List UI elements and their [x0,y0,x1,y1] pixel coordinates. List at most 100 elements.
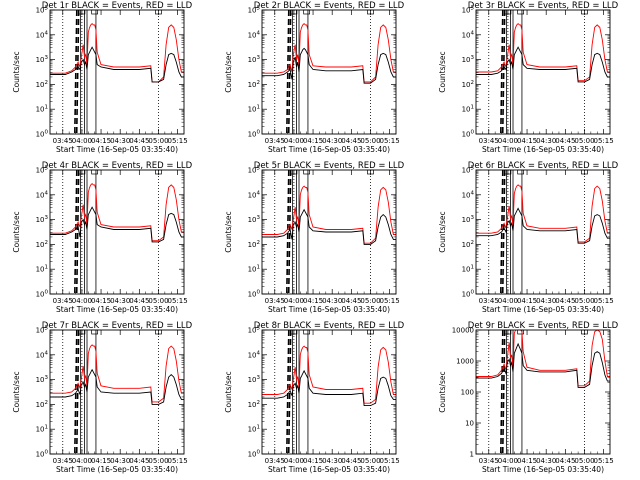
x-tick-label: 05:15 [168,297,188,305]
panel-title: Det 5r BLACK = Events, RED = LLD [254,161,405,171]
x-tick-label: 04:15 [517,137,537,145]
y-tick-label: 101 [36,425,48,434]
dashed-marker-line [74,169,78,295]
y-tick-label: 102 [36,240,48,249]
x-tick-label: 05:15 [594,297,614,305]
plot-frame [261,169,397,295]
plot-frame [475,169,611,295]
y-tick-label: 104 [248,350,261,359]
y-tick-label: 104 [36,350,49,359]
y-tick-label: 103 [36,55,49,64]
lld-series-line [50,182,184,242]
x-tick-label: 04:15 [91,457,111,465]
x-axis-label: Start Time (16-Sep-05 03:35:40) [268,305,390,314]
plot-frame [49,329,185,455]
y-tick-label: 102 [462,240,474,249]
y-tick-label: 105 [36,326,49,335]
x-tick-label: 04:30 [110,297,130,305]
x-tick-label: 05:15 [380,457,400,465]
y-tick-label: 102 [36,400,48,409]
x-tick-label: 04:00 [284,297,304,305]
x-tick-label: 04:30 [536,297,556,305]
dashed-marker-line [75,329,80,455]
y-tick-label: 101 [248,425,260,434]
x-tick-label: 03:45 [479,297,499,305]
y-tick-label: 1 [470,451,474,459]
x-axis-label: Start Time (16-Sep-05 03:35:40) [482,145,604,154]
events-series-line [50,46,184,83]
events-series-line [476,207,610,244]
y-axis-label: Counts/sec [224,51,233,92]
y-tick-label: 101 [462,265,474,274]
x-tick-label: 04:45 [129,457,149,465]
y-tick-label: 103 [462,215,475,224]
lld-series-line [476,330,610,387]
plot-frame [261,329,397,455]
events-series-line [262,369,396,407]
plot-frame [261,9,397,135]
x-axis-label: Start Time (16-Sep-05 03:35:40) [268,465,390,474]
lld-series-line [262,345,396,404]
x-axis-label: Start Time (16-Sep-05 03:35:40) [56,305,178,314]
y-tick-label: 103 [462,55,475,64]
plot-frame [475,9,611,135]
y-tick-label: 10 [465,420,474,428]
y-axis-label: Counts/sec [438,371,447,412]
x-tick-label: 04:30 [536,137,556,145]
y-tick-label: 102 [462,80,474,89]
x-tick-label: 05:00 [148,457,168,465]
panel-title: Det 1r BLACK = Events, RED = LLD [42,1,193,11]
dashed-marker-line [501,329,506,455]
detector-panel: Det 5r BLACK = Events, RED = LLD 100 101 10… [224,161,405,314]
detector-panel: Det 2r BLACK = Events, RED = LLD 100 101 10… [224,1,405,154]
detector-panel: Det 4r BLACK = Events, RED = LLD 100 101 10… [12,161,193,314]
detector-panel: Det 7r BLACK = Events, RED = LLD 100 101 10… [12,321,193,474]
x-tick-label: 03:45 [53,137,73,145]
y-tick-label: 101 [36,265,48,274]
x-tick-label: 05:00 [360,457,380,465]
x-axis-label: Start Time (16-Sep-05 03:35:40) [482,465,604,474]
dashed-marker-line [501,169,506,295]
x-tick-label: 04:30 [322,137,342,145]
dashed-marker-line [500,329,504,455]
x-tick-label: 03:45 [479,457,499,465]
x-tick-label: 05:15 [168,137,188,145]
x-tick-label: 05:00 [574,297,594,305]
x-tick-label: 04:00 [72,137,92,145]
lld-series-line [262,22,396,83]
dashed-marker-line [500,169,504,295]
panel-title: Det 7r BLACK = Events, RED = LLD [42,321,193,331]
dashed-marker-line [286,169,290,295]
x-tick-label: 05:15 [380,297,400,305]
x-tick-label: 04:15 [303,457,323,465]
y-tick-label: 105 [36,6,49,15]
panel-title: Det 3r BLACK = Events, RED = LLD [468,1,619,11]
y-tick-label: 103 [248,375,261,384]
x-axis-label: Start Time (16-Sep-05 03:35:40) [482,305,604,314]
y-tick-label: 103 [36,215,49,224]
y-tick-label: 100 [36,130,49,139]
y-axis-label: Counts/sec [438,51,447,92]
y-tick-label: 1000 [456,358,474,366]
y-axis-label: Counts/sec [12,371,21,412]
y-tick-label: 105 [248,326,261,335]
x-tick-label: 04:00 [72,297,92,305]
x-tick-label: 03:45 [479,137,499,145]
panel-title: Det 8r BLACK = Events, RED = LLD [254,321,405,331]
x-tick-label: 04:15 [91,137,111,145]
events-series-line [50,368,184,405]
x-tick-label: 04:30 [322,457,342,465]
panel-title: Det 6r BLACK = Events, RED = LLD [468,161,619,171]
lld-series-line [50,344,184,403]
x-tick-label: 04:15 [303,137,323,145]
x-tick-label: 05:00 [360,137,380,145]
lld-series-line [476,22,610,82]
y-tick-label: 100 [248,290,261,299]
x-tick-label: 04:15 [303,297,323,305]
detector-panel: Det 9r BLACK = Events, RED = LLD 1 10 100 10… [438,321,619,474]
dashed-marker-line [74,9,78,135]
x-tick-label: 04:45 [129,297,149,305]
x-tick-label: 04:30 [322,297,342,305]
x-tick-label: 03:45 [265,297,285,305]
